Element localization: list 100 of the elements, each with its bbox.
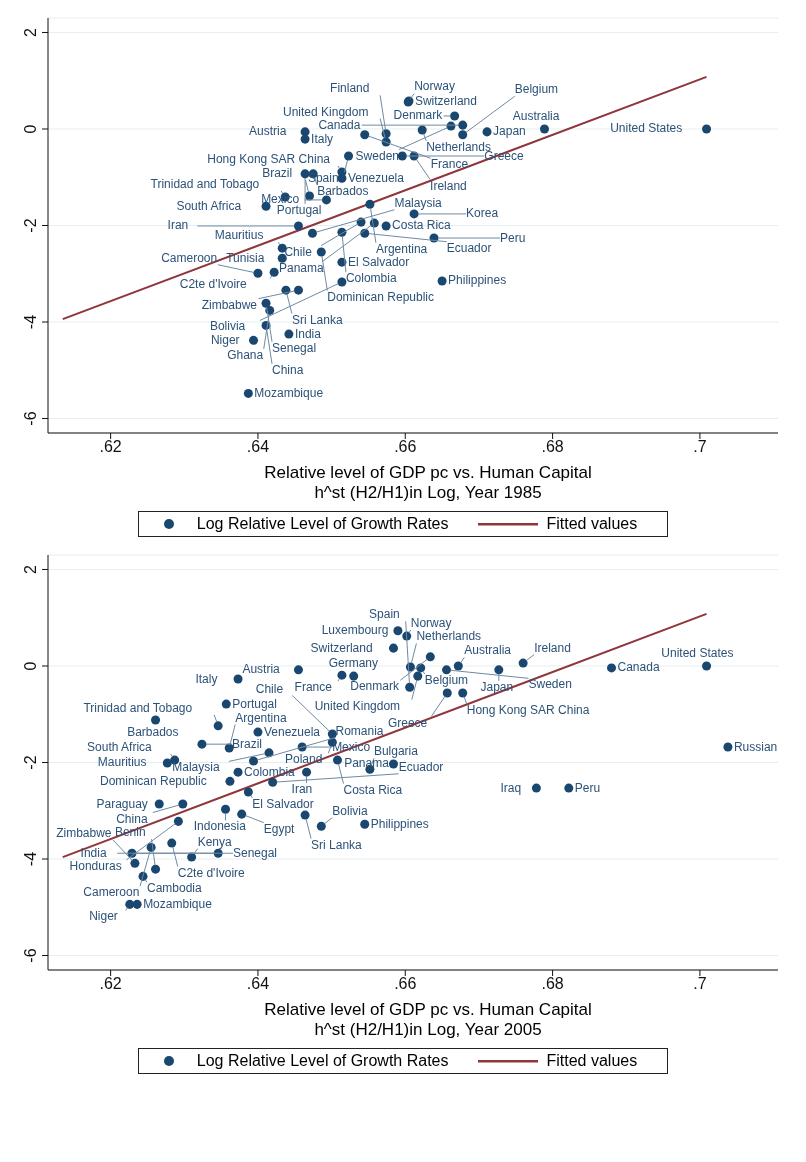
annotation: United Kingdom xyxy=(314,698,401,713)
annotation: Australia xyxy=(464,643,512,658)
annotation: Venezuela xyxy=(347,170,405,185)
annotation: Philippines xyxy=(448,273,507,288)
x-tick-label: .7 xyxy=(693,975,707,993)
annotation: Senegal xyxy=(232,845,278,860)
annotation: Brazil xyxy=(262,166,293,181)
annotation: Malaysia xyxy=(394,195,443,210)
annotation: Ecuador xyxy=(398,759,444,774)
annotation: Hong Kong SAR China xyxy=(466,703,590,718)
annotation: Spain xyxy=(369,607,400,622)
y-tick-label: -2 xyxy=(22,755,39,770)
annotation: Colombia xyxy=(345,271,397,286)
annotation: Ireland xyxy=(534,640,571,655)
annotation: Costa Rica xyxy=(343,782,403,797)
annotation: Iran xyxy=(167,218,189,233)
annotation: Denmark xyxy=(393,108,444,123)
annotation: Poland xyxy=(285,752,323,767)
x-axis-title: Relative level of GDP pc vs. Human Capital h^st (H2/H1)in Log, Year 1985 xyxy=(263,463,593,503)
annotation: Belgium xyxy=(514,82,559,97)
legend-label: Log Relative Level of Growth Rates xyxy=(196,515,449,533)
annotation: Canada xyxy=(318,117,361,132)
annotation: Trinidad and Tobago xyxy=(150,177,260,192)
annotation: Japan xyxy=(480,679,514,694)
annotation: Bolivia xyxy=(209,319,246,334)
annotation: Cameroon xyxy=(161,250,218,265)
annotation: Finland xyxy=(330,81,370,96)
annotation: Bolivia xyxy=(332,803,368,818)
annotation: Barbados xyxy=(127,725,179,740)
annotation: Iran xyxy=(291,782,313,797)
annotation: Germany xyxy=(328,656,379,671)
annotation: Portugal xyxy=(232,696,277,711)
annotation: Brazil xyxy=(231,736,262,751)
annotation: India xyxy=(294,326,322,341)
annotation: United States xyxy=(610,121,683,136)
annotation: Austria xyxy=(242,662,281,677)
annotation: Norway xyxy=(414,79,455,94)
annotation: Mozambique xyxy=(254,385,324,400)
annotation: Zimbabwe xyxy=(56,825,112,840)
x-tick-label: .68 xyxy=(541,438,564,456)
annotation: Norway xyxy=(410,616,452,631)
annotation: Kenya xyxy=(197,834,232,849)
annotation: United States xyxy=(661,645,734,660)
annotation: Italy xyxy=(195,671,218,686)
annotation: Peru xyxy=(499,230,526,245)
annotation: Japan xyxy=(493,124,526,139)
annotation: Malaysia xyxy=(172,760,220,775)
annotation: Ecuador xyxy=(446,240,492,255)
annotation: United Kingdom xyxy=(283,104,369,119)
annotation: Mozambique xyxy=(143,896,213,911)
annotation: Panama xyxy=(344,756,390,771)
annotation: Bulgaria xyxy=(373,744,419,759)
annotation: South Africa xyxy=(176,198,242,213)
annotation: Denmark xyxy=(350,679,400,694)
annotation: Barbados xyxy=(317,183,369,198)
annotation: Niger xyxy=(89,909,118,924)
annotation: South Africa xyxy=(87,740,153,755)
annotation: Australia xyxy=(512,108,560,123)
x-tick-label: .68 xyxy=(541,975,564,993)
annotation: Tunisia xyxy=(226,250,265,265)
y-tick-label: -2 xyxy=(22,218,39,233)
x-axis-title: Relative level of GDP pc vs. Human Capital h^st (H2/H1)in Log, Year 2005 xyxy=(263,1000,593,1040)
y-tick-label: 0 xyxy=(22,661,39,671)
annotation: Argentina xyxy=(375,241,428,256)
annotation: Chile xyxy=(255,681,284,696)
annotation: Cambodia xyxy=(147,881,203,896)
annotation: Senegal xyxy=(272,340,317,355)
annotation: Philippines xyxy=(370,816,429,831)
annotation: Sweden xyxy=(355,148,399,163)
annotation: Costa Rica xyxy=(392,218,452,233)
y-tick-label: -4 xyxy=(22,851,39,867)
annotation: El Salvador xyxy=(347,254,410,269)
x-tick-label: .64 xyxy=(246,438,270,456)
x-tick-label: .66 xyxy=(394,975,417,993)
annotation: France xyxy=(430,157,469,172)
annotation: France xyxy=(294,680,333,695)
annotation: Indonesia xyxy=(193,819,247,834)
annotation: India xyxy=(80,845,107,860)
annotation: Peru xyxy=(574,780,601,795)
y-tick-label: 0 xyxy=(22,124,39,134)
annotation: Sri Lanka xyxy=(291,312,343,327)
legend-label: Fitted values xyxy=(546,1052,638,1070)
annotation: Portugal xyxy=(276,202,322,217)
annotation: Mauritius xyxy=(97,755,147,770)
annotation: Russian xyxy=(733,739,778,754)
annotation: Korea xyxy=(466,206,499,221)
annotation: Switzerland xyxy=(414,93,477,108)
annotation: Switzerland xyxy=(310,640,373,655)
annotation: Egypt xyxy=(263,821,296,836)
annotation: Luxembourg xyxy=(321,623,389,638)
annotation: C2te d'Ivoire xyxy=(177,865,246,880)
x-tick-label: .64 xyxy=(246,975,270,993)
annotation: Ghana xyxy=(227,347,264,362)
annotation: Iraq xyxy=(500,780,522,795)
annotation: Hong Kong SAR China xyxy=(207,151,331,166)
annotation: Trinidad and Tobago xyxy=(83,700,193,715)
annotation: Argentina xyxy=(235,710,287,725)
annotation: Italy xyxy=(311,131,334,146)
annotation: Canada xyxy=(617,660,660,675)
annotation: Austria xyxy=(249,124,287,139)
